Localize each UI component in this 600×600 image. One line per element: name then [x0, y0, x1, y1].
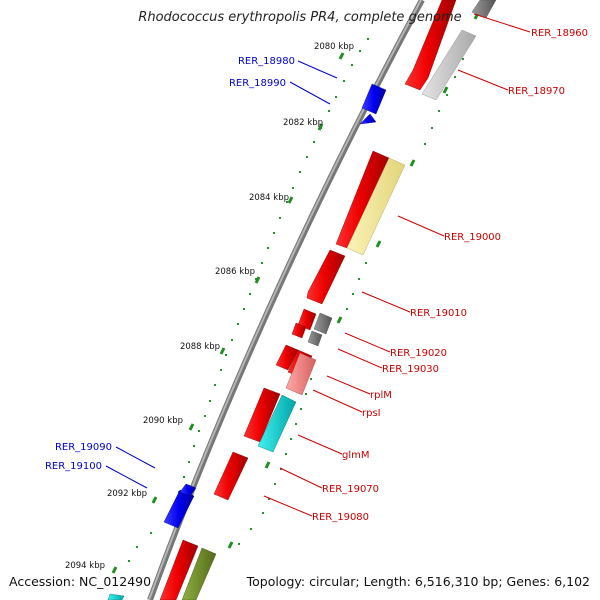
genome-summary-text: Topology: circular; Length: 6,516,310 bp… [246, 574, 590, 589]
gene-label-rer-19100: RER_19100 [45, 461, 102, 472]
gene-label-rer-19080: RER_19080 [312, 512, 369, 523]
scale-label-2082: 2082 kbp [283, 118, 323, 128]
accession-text: Accession: NC_012490 [9, 574, 152, 589]
gene-label-rplm: rplM [370, 390, 392, 401]
scale-label-2090: 2090 kbp [143, 416, 183, 426]
scale-label-2084: 2084 kbp [249, 193, 289, 203]
gene-label-rer-19000: RER_19000 [444, 232, 501, 243]
scale-label-2088: 2088 kbp [180, 342, 220, 352]
gene-label-rer-19010: RER_19010 [410, 308, 467, 319]
gene-label-rer-19090: RER_19090 [55, 442, 112, 453]
gene-label-rpsi: rpsI [362, 408, 381, 419]
scale-ticks [111, 52, 345, 574]
gene-label-rer-18970: RER_18970 [508, 86, 565, 97]
gene-label-rer-18990: RER_18990 [229, 78, 286, 89]
scale-label-2086: 2086 kbp [215, 267, 255, 277]
gene-label-glmm: glmM [342, 450, 370, 461]
leader-lines [105, 13, 531, 517]
gene-label-rer-19030: RER_19030 [382, 364, 439, 375]
gene-features [107, 0, 497, 600]
scale-label-2092: 2092 kbp [107, 489, 147, 499]
scale-label-2080: 2080 kbp [314, 42, 354, 52]
genome-title: Rhodococcus erythropolis PR4, complete g… [138, 10, 462, 25]
scale-labels: 2080 kbp 2082 kbp 2084 kbp 2086 kbp 2088… [65, 42, 354, 571]
gene-labels: RER_18960 RER_18970 RER_18980 RER_18990 … [45, 28, 588, 523]
gene-label-rer-19070: RER_19070 [322, 484, 379, 495]
gene-label-rer-18980: RER_18980 [238, 56, 295, 67]
gene-label-rer-19020: RER_19020 [390, 348, 447, 359]
gene-label-rer-18960: RER_18960 [531, 28, 588, 39]
inner-track-ticks [227, 12, 480, 549]
scale-label-2094: 2094 kbp [65, 561, 105, 571]
